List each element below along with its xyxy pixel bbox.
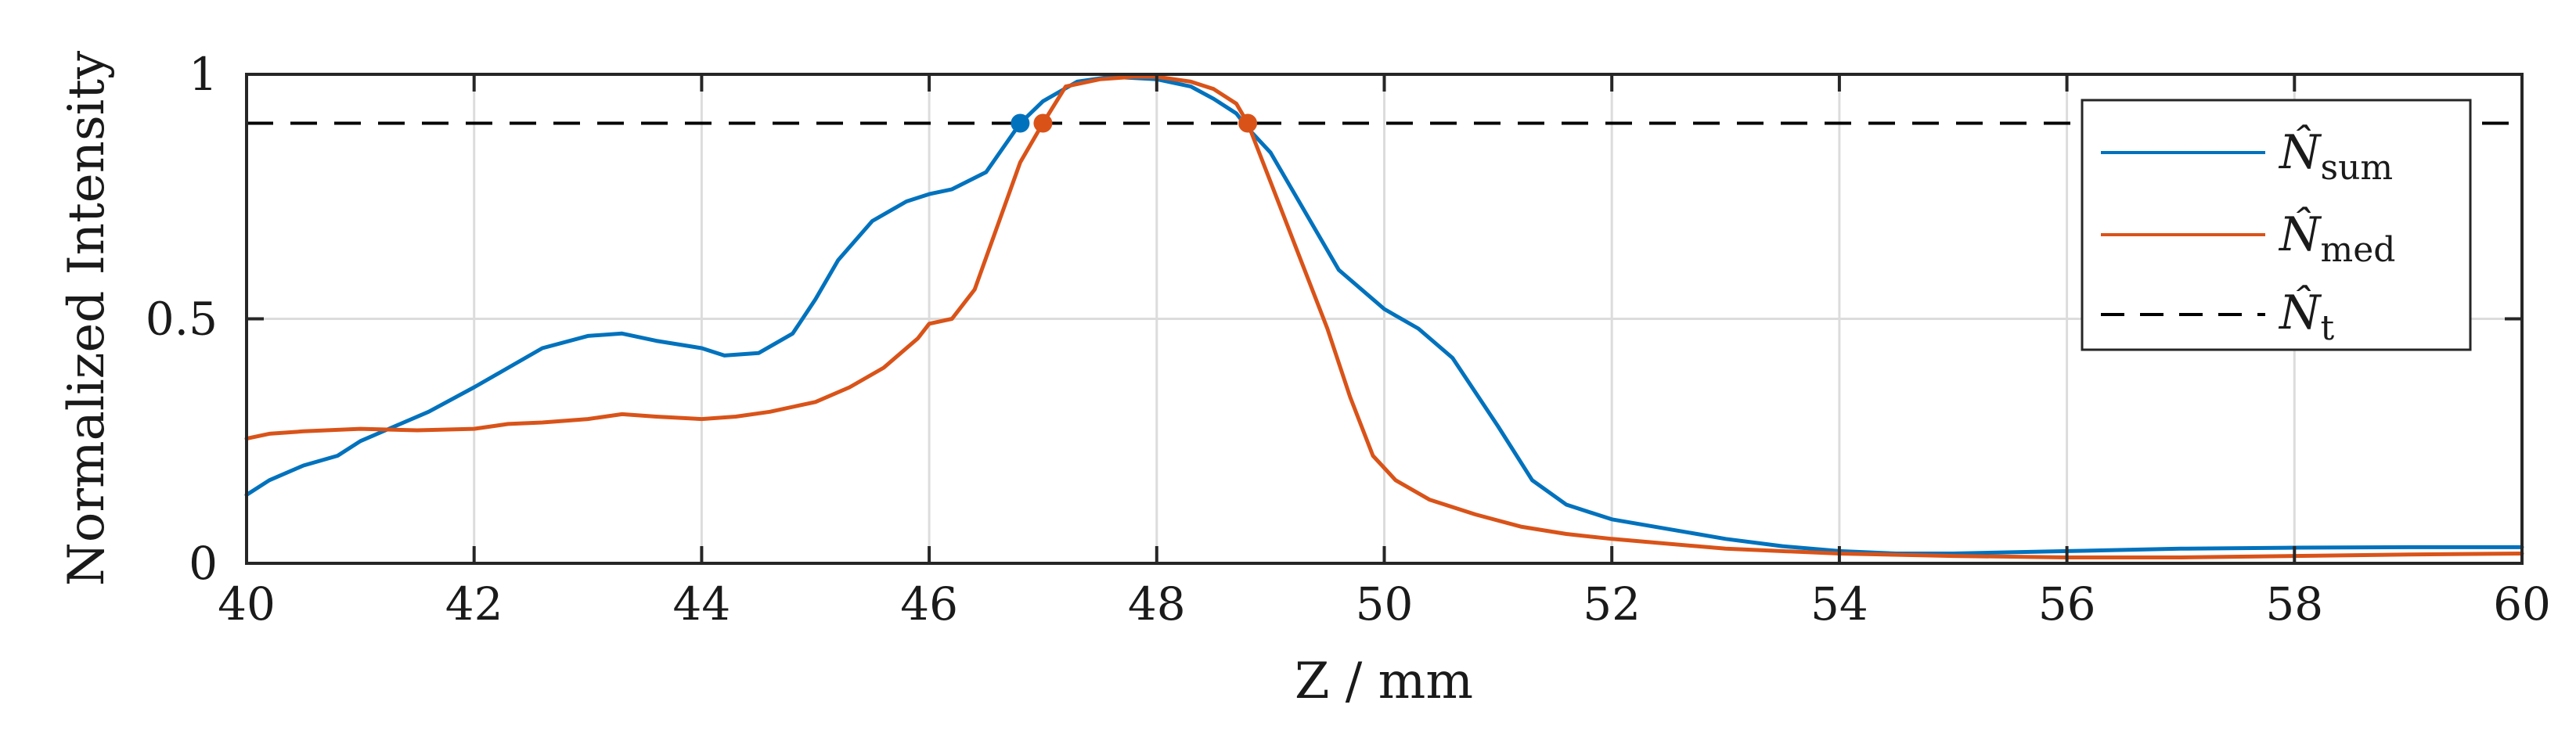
- x-tick-label: 46: [900, 577, 958, 631]
- x-tick-label: 44: [672, 577, 730, 631]
- y-axis-label: Normalized Intensity: [58, 51, 116, 586]
- marker-layer: [1011, 113, 1258, 133]
- legend-sub-med: med: [2321, 230, 2396, 270]
- x-axis-label: Z / mm: [1295, 653, 1473, 710]
- intersection-marker: [1011, 113, 1030, 133]
- legend-label-threshold: N̂t: [2278, 285, 2335, 348]
- x-tick-label: 42: [445, 577, 503, 631]
- x-tick-label: 48: [1128, 577, 1186, 631]
- legend-sub-threshold: t: [2321, 308, 2335, 348]
- intersection-marker: [1238, 113, 1258, 133]
- x-tick-label: 56: [2038, 577, 2096, 631]
- legend-symbol-med: N̂: [2278, 207, 2322, 262]
- axis-ticks: 40 42 44 46 48 50 52 54 56 58 60 0 0.5 1: [146, 48, 2551, 631]
- x-tick-label: 54: [1810, 577, 1868, 631]
- x-tick-label: 40: [218, 577, 276, 631]
- legend-symbol-sum: N̂: [2278, 124, 2322, 180]
- x-tick-label: 50: [1356, 577, 1414, 631]
- intersection-marker: [1033, 113, 1053, 133]
- legend-label-sum: N̂sum: [2278, 124, 2393, 188]
- y-tick-label: 1: [189, 48, 218, 101]
- legend-symbol-threshold: N̂: [2278, 285, 2322, 340]
- series-line-n-med: [244, 74, 2524, 559]
- legend-label-med: N̂med: [2278, 207, 2395, 270]
- legend-sub-sum: sum: [2321, 148, 2394, 188]
- y-tick-label: 0.5: [146, 293, 218, 346]
- legend-box: [2081, 99, 2472, 351]
- legend: N̂sum N̂med N̂t: [2081, 99, 2472, 351]
- x-tick-label: 52: [1583, 577, 1641, 631]
- y-tick-label: 0: [189, 537, 218, 590]
- x-tick-label: 60: [2493, 577, 2551, 631]
- x-tick-label: 58: [2265, 577, 2323, 631]
- series-layer: [244, 74, 2524, 559]
